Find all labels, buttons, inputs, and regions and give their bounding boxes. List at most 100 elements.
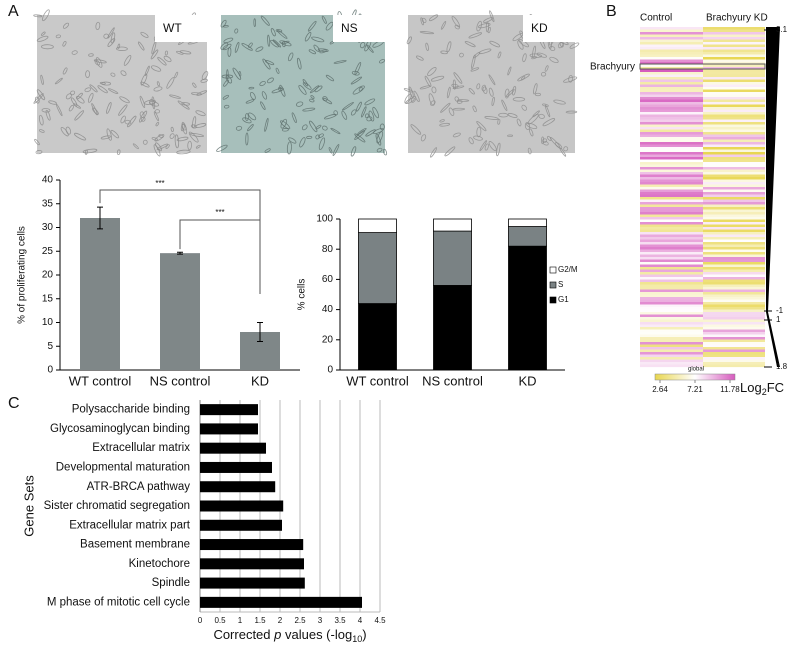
y-tick-label: Polysaccharide binding: [72, 404, 190, 416]
heat-cell: [703, 49, 765, 53]
cell: [563, 76, 578, 83]
heat-cell: [703, 194, 765, 198]
cell: [42, 9, 50, 22]
heat-cell: [640, 339, 703, 343]
cell: [279, 84, 286, 97]
cell: [361, 106, 367, 118]
cell: [306, 135, 313, 139]
cell: [512, 33, 524, 42]
y-tick-label: 5: [47, 341, 53, 352]
cell: [491, 96, 495, 107]
heat-cell: [703, 242, 765, 245]
heat-cell: [640, 224, 703, 228]
heat-cell: [703, 79, 765, 83]
cell: [166, 77, 175, 89]
heat-cell: [640, 242, 703, 245]
heat-cell: [703, 319, 765, 323]
heat-cell: [703, 309, 765, 313]
cell: [267, 34, 271, 47]
cell: [36, 35, 49, 42]
cell: [106, 102, 112, 114]
heat-cell: [703, 294, 765, 298]
heat-cell: [703, 102, 765, 105]
x-tick-label: NS control: [422, 373, 483, 388]
cell: [280, 118, 287, 129]
cell: [410, 124, 422, 135]
cell: [36, 89, 46, 101]
heat-cell: [703, 232, 765, 235]
heat-cell: [640, 282, 703, 285]
cell: [62, 41, 67, 47]
heat-cell: [640, 114, 703, 118]
heat-cell: [640, 139, 703, 143]
heat-cell: [640, 357, 703, 360]
cell: [302, 82, 312, 90]
heat-cell: [703, 209, 765, 213]
heat-cell: [640, 84, 703, 88]
heat-cell: [640, 197, 703, 200]
cell: [302, 78, 309, 87]
cell: [419, 85, 431, 90]
heat-cell: [703, 167, 765, 170]
heat-cell: [703, 84, 765, 88]
cell: [354, 130, 365, 140]
heat-cell: [703, 89, 765, 93]
heat-cell: [640, 119, 703, 123]
heat-cell: [640, 69, 703, 73]
heat-cell: [703, 334, 765, 338]
column-label: Brachyury KD: [706, 13, 768, 24]
heat-cell: [703, 172, 765, 175]
cell: [430, 100, 436, 106]
error-bar: [97, 206, 103, 230]
heat-cell: [703, 304, 765, 308]
cell: [176, 149, 191, 155]
cell: [144, 65, 150, 76]
heat-cell: [703, 234, 765, 238]
heat-cell: [640, 87, 703, 90]
heat-cell: [640, 279, 703, 283]
cell: [483, 17, 494, 23]
cell: [501, 99, 508, 112]
cell: [313, 44, 320, 52]
cell: [484, 143, 489, 151]
x-tick-label: 3: [318, 616, 323, 625]
heat-cell: [703, 169, 765, 173]
cell: [38, 114, 44, 126]
cell: [444, 146, 456, 157]
cell: [420, 134, 427, 142]
cell: [245, 99, 255, 104]
cell: [322, 97, 333, 105]
heat-cell: [703, 322, 765, 325]
y-tick-label: 35: [42, 198, 54, 209]
heat-cell: [640, 107, 703, 110]
cell: [48, 100, 57, 105]
heat-cell: [703, 152, 765, 155]
colorbar-tick-label: 7.21: [687, 385, 703, 394]
cell: [321, 15, 327, 24]
heat-cell: [640, 147, 703, 150]
cell: [280, 120, 291, 130]
y-axis-label: Gene Sets: [21, 475, 36, 537]
y-tick-label: Extracellular matrix: [92, 442, 190, 454]
heat-cell: [640, 329, 703, 333]
cell: [222, 43, 232, 51]
x-label-part: p: [273, 627, 281, 642]
heat-cell: [640, 302, 703, 305]
heat-cell: [703, 267, 765, 270]
cell: [89, 84, 98, 93]
cell: [507, 113, 518, 118]
heat-cell: [703, 259, 765, 263]
heat-cell: [703, 214, 765, 218]
cell: [170, 126, 174, 132]
heat-cell: [640, 117, 703, 120]
cell: [40, 74, 44, 85]
bar: [200, 442, 266, 454]
heat-cell: [703, 327, 765, 330]
label-box: [333, 15, 385, 42]
cell: [419, 31, 435, 35]
cell: [118, 104, 128, 116]
heat-cell: [703, 69, 765, 73]
cell: [542, 103, 549, 107]
heat-cell: [640, 199, 703, 203]
